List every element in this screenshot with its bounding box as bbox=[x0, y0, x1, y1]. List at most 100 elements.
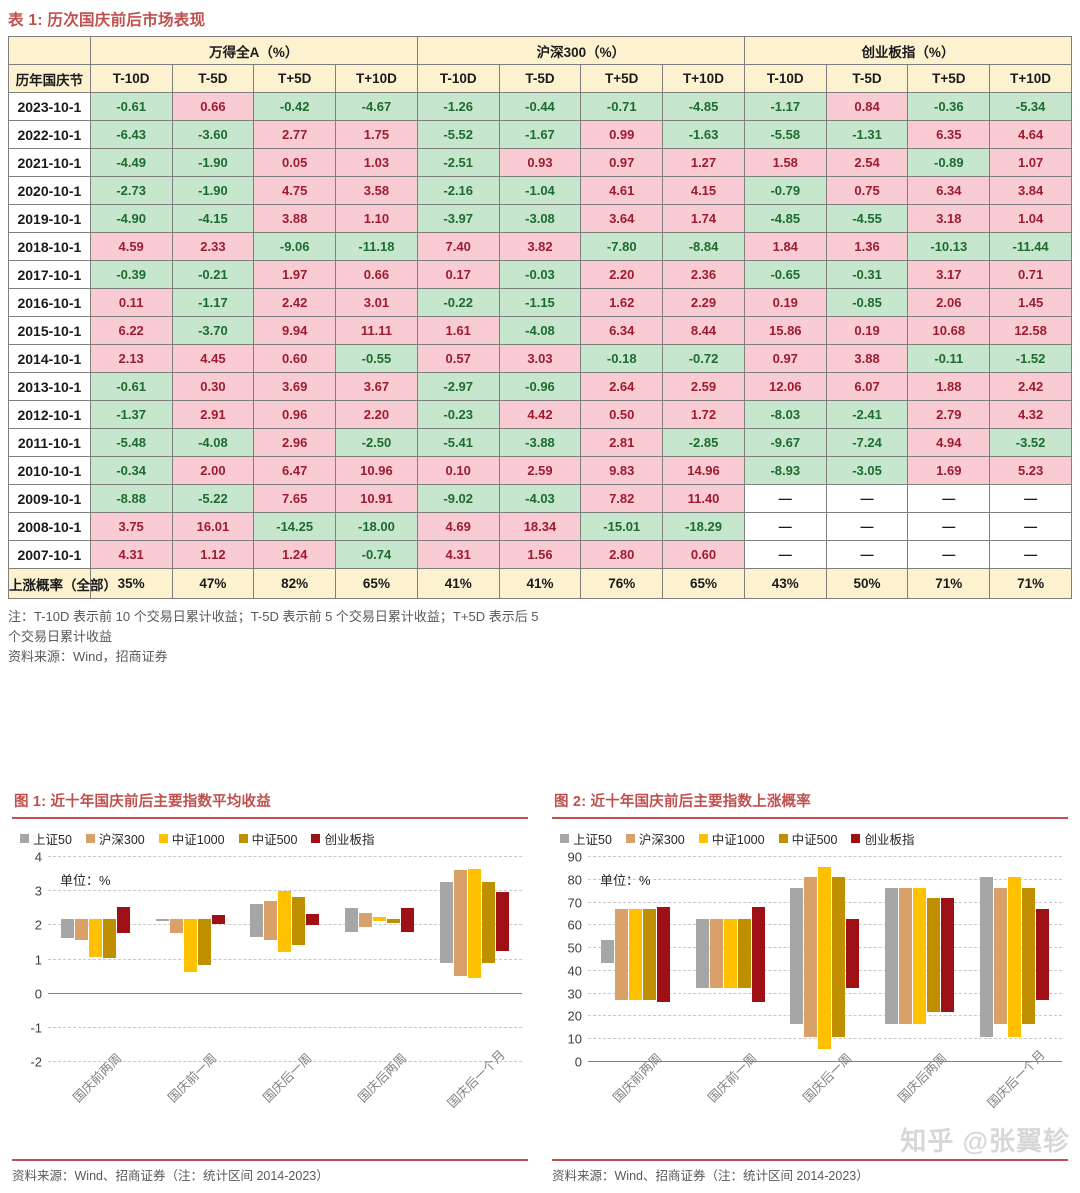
bar bbox=[913, 887, 927, 1025]
bar-group bbox=[967, 856, 1062, 1061]
table-cell: -5.58 bbox=[743, 120, 827, 149]
table-cell: 9.83 bbox=[580, 456, 664, 485]
table-cell: -1.17 bbox=[743, 92, 827, 121]
bar bbox=[1008, 877, 1022, 1037]
table-cell: 3.58 bbox=[335, 176, 418, 205]
x-axis-tick: 国庆后一个月 bbox=[967, 1048, 1062, 1149]
legend-label: 上证50 bbox=[573, 833, 612, 847]
table-cell: -2.97 bbox=[416, 372, 500, 401]
bar bbox=[74, 919, 88, 940]
table-cell: 1.56 bbox=[498, 540, 582, 569]
bar bbox=[723, 919, 737, 988]
legend-item: 中证500 bbox=[778, 829, 837, 848]
table-cell: — bbox=[907, 540, 991, 569]
table-cell: 3.01 bbox=[335, 288, 418, 317]
column-header-t+5d-a: T+5D bbox=[253, 64, 337, 93]
table-cell: -4.55 bbox=[825, 204, 909, 233]
table-cell: -2.85 bbox=[662, 428, 745, 457]
table-cell: 2.77 bbox=[253, 120, 337, 149]
table-cell: 1.07 bbox=[989, 148, 1072, 177]
table-cell: 0.66 bbox=[335, 260, 418, 289]
figure-2: 图 2: 近十年国庆前后主要指数上涨概率 上证50 沪深300 中证1000 中证50… bbox=[540, 786, 1080, 1186]
table-row: 2017-10-1 -0.39 -0.21 1.97 0.66 0.17 -0.03 2.20… bbox=[8, 260, 1072, 289]
table-cell: 18.34 bbox=[498, 512, 582, 541]
table-cell: 4.94 bbox=[907, 428, 991, 457]
bar bbox=[88, 919, 102, 957]
table-cell: 2.81 bbox=[580, 428, 664, 457]
bar bbox=[306, 914, 320, 925]
row-label: 2017-10-1 bbox=[8, 260, 91, 289]
table-cell: 9.94 bbox=[253, 316, 337, 345]
table-cell: -0.65 bbox=[743, 260, 827, 289]
figure-1-legend: 上证50 沪深300 中证1000 中证500 创业板指 bbox=[12, 819, 528, 850]
table-cell: -6.43 bbox=[89, 120, 173, 149]
bar bbox=[804, 877, 818, 1037]
table-cell: -0.34 bbox=[89, 456, 173, 485]
table-cell: 3.64 bbox=[580, 204, 664, 233]
row-label: 2011-10-1 bbox=[8, 428, 91, 457]
table-cell: 1.04 bbox=[989, 204, 1072, 233]
probability-cell: 65% bbox=[662, 568, 745, 599]
legend-label: 上证50 bbox=[33, 833, 72, 847]
table-cell: -0.03 bbox=[498, 260, 582, 289]
table-row: 2021-10-1 -4.49 -1.90 0.05 1.03 -2.51 0.93 0.97… bbox=[8, 148, 1072, 177]
bar-group bbox=[683, 856, 778, 1061]
column-header-t+10d-b: T+10D bbox=[662, 64, 745, 93]
table-row: 2013-10-1 -0.61 0.30 3.69 3.67 -2.97 -0.96 2.64… bbox=[8, 372, 1072, 401]
table-cell: 1.58 bbox=[743, 148, 827, 177]
table-cell: 2.06 bbox=[907, 288, 991, 317]
x-axis-tick: 国庆前两周 bbox=[48, 1051, 143, 1149]
table-cell: 1.74 bbox=[662, 204, 745, 233]
table-cell: 0.96 bbox=[253, 400, 337, 429]
table-cell: -4.85 bbox=[743, 204, 827, 233]
table-cell: 12.58 bbox=[989, 316, 1072, 345]
table-cell: -11.44 bbox=[989, 232, 1072, 261]
table-cell: 6.07 bbox=[825, 372, 909, 401]
table-row: 2019-10-1 -4.90 -4.15 3.88 1.10 -3.97 -3.08 3.6… bbox=[8, 204, 1072, 233]
gridline: 1 bbox=[35, 952, 522, 967]
row-label: 2007-10-1 bbox=[8, 540, 91, 569]
x-axis-tick: 国庆前一周 bbox=[683, 1051, 778, 1149]
table-cell: 2.33 bbox=[171, 232, 255, 261]
table-cell: 2.42 bbox=[253, 288, 337, 317]
gridline: 3 bbox=[35, 884, 522, 899]
table-cell: 2.20 bbox=[335, 400, 418, 429]
table-row: 2015-10-1 6.22 -3.70 9.94 11.11 1.61 -4.08 6.34… bbox=[8, 316, 1072, 345]
table-cell: 4.42 bbox=[498, 400, 582, 429]
table-cell: -8.93 bbox=[743, 456, 827, 485]
bar bbox=[656, 906, 670, 1003]
table-cell: 4.31 bbox=[89, 540, 173, 569]
table-cell: 7.65 bbox=[253, 484, 337, 513]
table-cell: -1.37 bbox=[89, 400, 173, 429]
table-row: 2016-10-1 0.11 -1.17 2.42 3.01 -0.22 -1.15 1.62… bbox=[8, 288, 1072, 317]
table-note-line-1: 注：T-10D 表示前 10 个交易日累计收益；T-5D 表示前 5 个交易日累… bbox=[8, 609, 539, 624]
market-performance-table: 万得全A（%） 沪深300（%） 创业板指（%） 历年国庆节 T-10D T-5… bbox=[8, 36, 1073, 599]
y-axis-tick-label: 4 bbox=[34, 849, 42, 865]
bar bbox=[183, 919, 197, 973]
bar bbox=[211, 915, 225, 924]
table-cell: 11.11 bbox=[335, 316, 418, 345]
table-cell: -3.60 bbox=[171, 120, 255, 149]
table-cell: -3.52 bbox=[989, 428, 1072, 457]
table-cell: 12.06 bbox=[743, 372, 827, 401]
row-label: 2012-10-1 bbox=[8, 400, 91, 429]
table-row: 2010-10-1 -0.34 2.00 6.47 10.96 0.10 2.59 9.83 1… bbox=[8, 456, 1072, 485]
bar bbox=[401, 908, 415, 933]
table-cell: -1.17 bbox=[171, 288, 255, 317]
group-header-chinext: 创业板指（%） bbox=[743, 36, 1073, 65]
bar-groups bbox=[588, 856, 1062, 1061]
table-cell: 8.44 bbox=[662, 316, 745, 345]
bar bbox=[737, 919, 751, 988]
table-cell: 4.45 bbox=[171, 344, 255, 373]
table-cell: -0.55 bbox=[335, 344, 418, 373]
table-cell: -0.36 bbox=[907, 92, 991, 121]
bar-group bbox=[332, 856, 427, 1061]
bar bbox=[278, 891, 292, 952]
table-cell: 0.99 bbox=[580, 120, 664, 149]
table-cell: — bbox=[743, 484, 827, 513]
probability-cell: 71% bbox=[907, 568, 991, 599]
bar bbox=[614, 908, 628, 1000]
table-row: 2014-10-1 2.13 4.45 0.60 -0.55 0.57 3.03 -0.18-… bbox=[8, 344, 1072, 373]
probability-cell: 47% bbox=[171, 568, 255, 599]
table-cell: -0.31 bbox=[825, 260, 909, 289]
